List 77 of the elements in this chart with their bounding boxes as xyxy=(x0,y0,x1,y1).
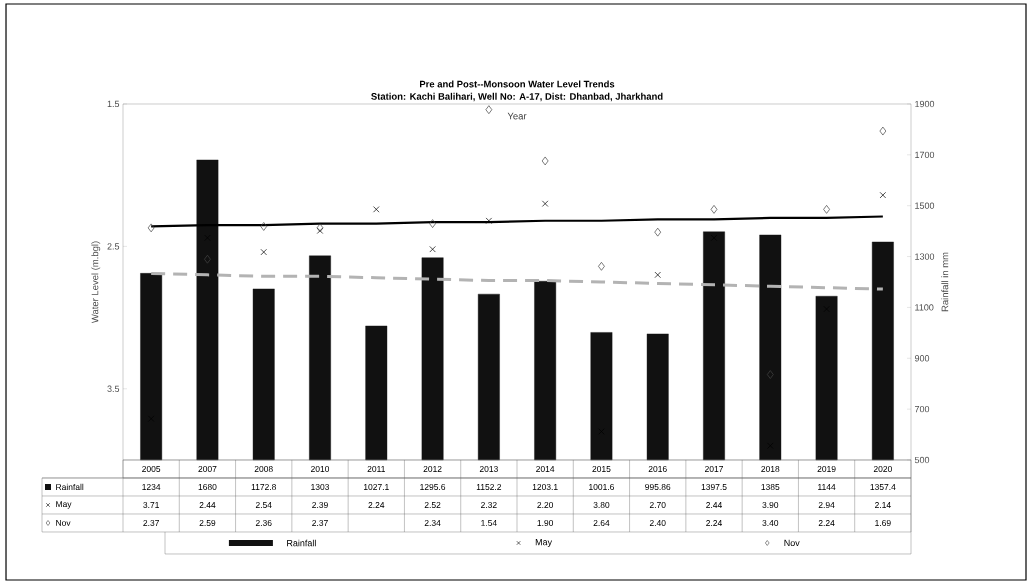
chart-title: Pre and Post--Monsoon Water Level Trends xyxy=(420,80,615,88)
x-tick-label: 2005 xyxy=(142,465,161,472)
legend-label: Nov xyxy=(784,539,800,547)
data-label: 3.80 xyxy=(593,501,610,508)
data-label: 2.36 xyxy=(255,519,272,526)
data-label: 1357.4 xyxy=(870,483,896,490)
data-label: 1172.8 xyxy=(251,483,276,490)
data-label: 2.70 xyxy=(649,501,666,508)
text: Nov xyxy=(56,520,71,526)
data-label: 2.44 xyxy=(706,502,722,508)
text: Rainfall xyxy=(287,539,316,547)
data-label: 1234 xyxy=(142,483,161,490)
y-axis-title: Water Level (m.bgl) xyxy=(91,241,101,324)
data-label: 2.40 xyxy=(649,519,666,526)
y2-tick-label: 1300 xyxy=(915,253,935,260)
data-label: 1001.6 xyxy=(589,483,615,490)
data-label: 2.44 xyxy=(199,502,216,508)
data-label: 2.39 xyxy=(312,501,328,508)
data-label: 2.54 xyxy=(255,501,272,508)
x-tick-label: 2018 xyxy=(761,465,780,472)
x-tick-label: 2011 xyxy=(367,465,385,472)
x-tick-label: 2012 xyxy=(423,465,442,472)
data-label: 1203.1 xyxy=(532,483,558,490)
y2-axis-title: Rainfall in mm xyxy=(941,252,949,312)
data-label: 1397.5 xyxy=(701,483,727,490)
data-label: 1.69 xyxy=(875,519,891,526)
legend-label: Rainfall xyxy=(56,483,84,491)
x-tick-label: 2014 xyxy=(536,465,555,472)
x-tick-label: 2017 xyxy=(705,465,723,472)
data-label: 3.90 xyxy=(762,501,779,508)
x-tick-label: 2008 xyxy=(254,465,273,472)
data-label: 2.52 xyxy=(424,501,441,508)
data-label: 1027.1 xyxy=(363,483,389,490)
x-tick-label: 2016 xyxy=(648,465,667,472)
data-label: 1295.6 xyxy=(420,483,446,490)
y2-tick-label: 1500 xyxy=(915,202,935,209)
y2-tick-label: 700 xyxy=(914,405,930,413)
y2-tick-label: 1100 xyxy=(915,304,934,311)
x-tick-label: 2020 xyxy=(873,465,892,472)
data-label: 995.86 xyxy=(645,483,671,490)
x-tick-label: 2019 xyxy=(817,465,836,472)
y-tick-label: 2.5 xyxy=(107,243,120,250)
data-label: 2.32 xyxy=(481,501,497,508)
x-tick-label: 2010 xyxy=(311,465,330,472)
data-label: 1144 xyxy=(818,484,836,490)
data-label: 2.64 xyxy=(593,519,610,526)
x-tick-label: 2007 xyxy=(198,465,217,472)
data-label: 2.94 xyxy=(818,501,835,508)
y-tick-label: 3.5 xyxy=(107,385,120,392)
data-label: 1.90 xyxy=(537,519,554,526)
x-tick-label: 2013 xyxy=(479,465,498,472)
data-label: 2.20 xyxy=(537,501,554,508)
legend-label: May xyxy=(535,538,553,547)
data-label: 1.54 xyxy=(481,520,497,526)
data-label: 2.59 xyxy=(199,519,216,526)
data-label: 1303 xyxy=(311,483,330,490)
y2-tick-label: 500 xyxy=(914,456,930,464)
data-label: 2.24 xyxy=(368,502,385,508)
data-label: 1680 xyxy=(198,483,217,490)
data-label: 3.71 xyxy=(143,501,159,508)
y2-tick-label: 1900 xyxy=(915,100,935,108)
y-tick-label: 1.5 xyxy=(107,100,120,108)
data-label: 2.24 xyxy=(706,520,722,526)
data-label: 2.14 xyxy=(875,502,891,508)
data-label: 2.24 xyxy=(818,520,835,526)
data-label: 2.37 xyxy=(312,519,328,526)
text: May xyxy=(56,501,72,509)
y2-tick-label: 1700 xyxy=(915,151,935,159)
x-axis-title: Year xyxy=(507,112,527,120)
data-label: 2.34 xyxy=(424,519,441,526)
chart-subtitle: Station: Kachi Balihari, Well No: A-17, Dist: Dhanbad, Jharkhand xyxy=(371,92,663,102)
data-label: 1152.2 xyxy=(476,483,502,490)
data-label: 2.37 xyxy=(143,519,159,526)
data-label: 1385 xyxy=(761,483,780,490)
data-label: 3.40 xyxy=(762,519,779,526)
x-tick-label: 2015 xyxy=(592,465,611,472)
y2-tick-label: 900 xyxy=(914,355,930,362)
